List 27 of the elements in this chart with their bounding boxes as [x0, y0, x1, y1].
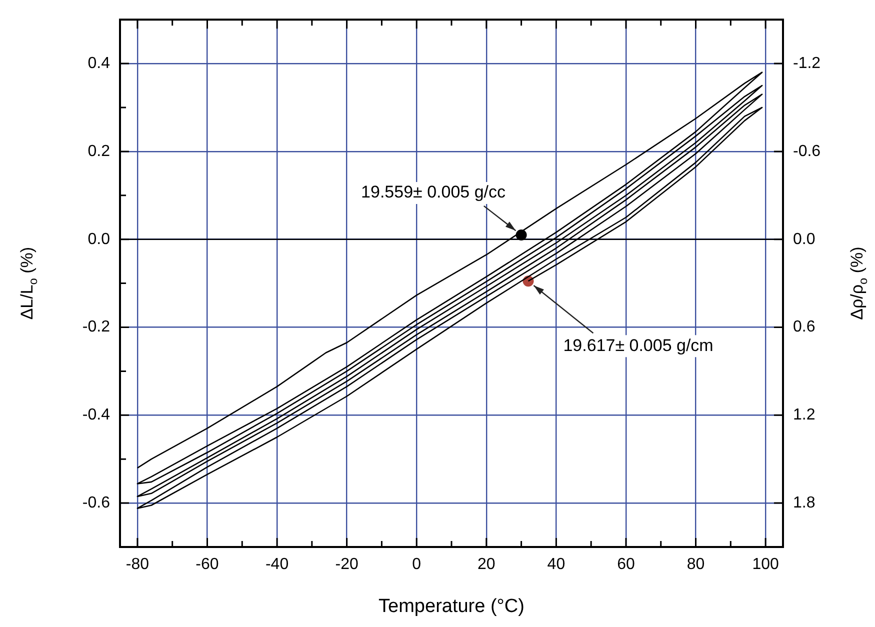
x-tick-label: -60 [196, 556, 219, 574]
y-tick-label: 0.0 [88, 230, 110, 248]
annotation: 19.559± 0.005 g/cc [361, 182, 506, 202]
annotation: 19.617± 0.005 g/cm [563, 336, 714, 355]
x-tick-label: 100 [752, 556, 779, 574]
y2-tick-label: -0.6 [793, 142, 821, 160]
y2-axis-title: Δρ/ρo (%) [848, 246, 870, 320]
x-tick-label: 0 [412, 556, 422, 574]
y2-tick-label: 0.6 [793, 318, 816, 336]
y-tick-label: -0.6 [82, 494, 110, 512]
y-tick-label: 0.2 [88, 142, 110, 160]
x-tick-label: 20 [477, 556, 496, 574]
y-tick-label: -0.2 [82, 318, 110, 336]
x-axis-title: Temperature (°C) [378, 596, 524, 618]
x-tick-label: -80 [126, 556, 150, 574]
x-tick-label: -40 [265, 556, 289, 574]
x-tick-label: 80 [686, 556, 705, 574]
x-tick-label: -20 [335, 556, 358, 574]
y2-tick-label: 0.0 [793, 230, 816, 248]
y-tick-label: 0.4 [88, 54, 110, 72]
x-tick-label: 60 [617, 556, 635, 574]
y-axis-title: ΔL/Lo (%) [18, 246, 40, 320]
y-tick-label: -0.4 [82, 406, 110, 424]
y2-tick-label: 1.2 [793, 406, 816, 424]
y2-tick-label: 1.8 [793, 494, 816, 512]
x-tick-label: 40 [547, 556, 566, 574]
y2-tick-label: -1.2 [793, 54, 821, 72]
